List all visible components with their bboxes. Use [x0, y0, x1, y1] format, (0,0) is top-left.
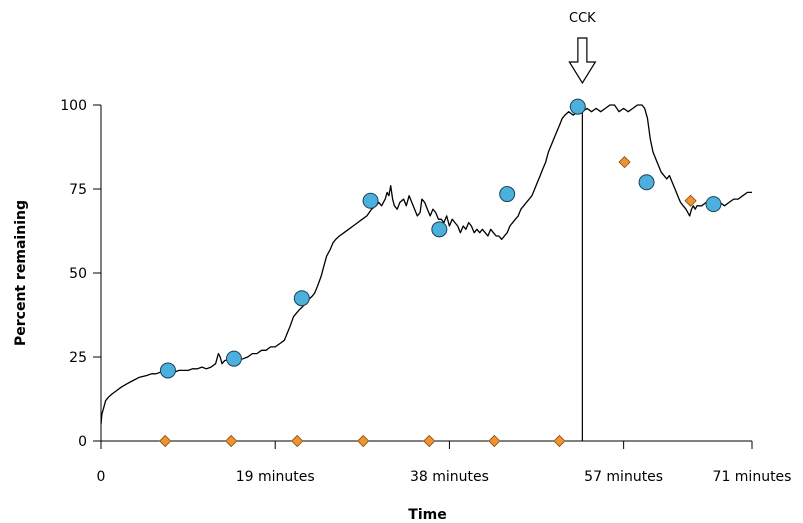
circle-marker-7 — [638, 174, 655, 191]
circle-marker-3 — [362, 192, 379, 209]
circle-marker-8 — [705, 196, 722, 213]
x-axis-title: Time — [408, 507, 446, 523]
y-axis-title: Percent remaining — [13, 200, 29, 346]
circle-marker-4 — [431, 221, 448, 238]
diamond-marker-2 — [291, 434, 304, 448]
diamond-marker-6 — [553, 434, 566, 448]
x-tick-label-57: 57 minutes — [584, 469, 663, 485]
trace-line — [100, 104, 752, 425]
x-tick-label-0: 0 — [97, 469, 106, 485]
diamond-marker-0 — [159, 434, 172, 448]
circle-marker-2 — [293, 290, 310, 307]
y-tick-label-50: 50 — [69, 266, 87, 282]
diamond-marker-5 — [488, 434, 501, 448]
x-tick-label-19: 19 minutes — [236, 469, 315, 485]
x-tick-label-38: 38 minutes — [410, 469, 489, 485]
diamond-marker-7 — [618, 156, 631, 169]
diamond-marker-1 — [225, 434, 238, 448]
annotation-label: CCK — [569, 11, 596, 26]
diamond-marker-4 — [423, 434, 436, 448]
trace-layer — [100, 104, 752, 425]
annotation-layer: CCK — [568, 11, 597, 441]
diamond-marker-3 — [357, 434, 370, 448]
y-tick-label-100: 100 — [60, 98, 87, 114]
y-tick-label-0: 0 — [78, 434, 87, 450]
circle-marker-0 — [159, 362, 176, 379]
y-tick-label-75: 75 — [69, 182, 87, 198]
circle-marker-6 — [569, 98, 586, 115]
axes: 0 25 50 75 100 0 19 minutes 38 minutes 57 minute… — [60, 98, 791, 485]
circle-marker-1 — [225, 350, 242, 367]
y-tick-label-25: 25 — [69, 350, 87, 366]
x-tick-label-71: 71 minutes — [713, 469, 792, 485]
annotation-down-arrow-icon — [568, 37, 597, 85]
diamond-marker-8 — [684, 194, 697, 207]
marker-layer — [159, 98, 722, 448]
circle-marker-5 — [499, 186, 516, 203]
